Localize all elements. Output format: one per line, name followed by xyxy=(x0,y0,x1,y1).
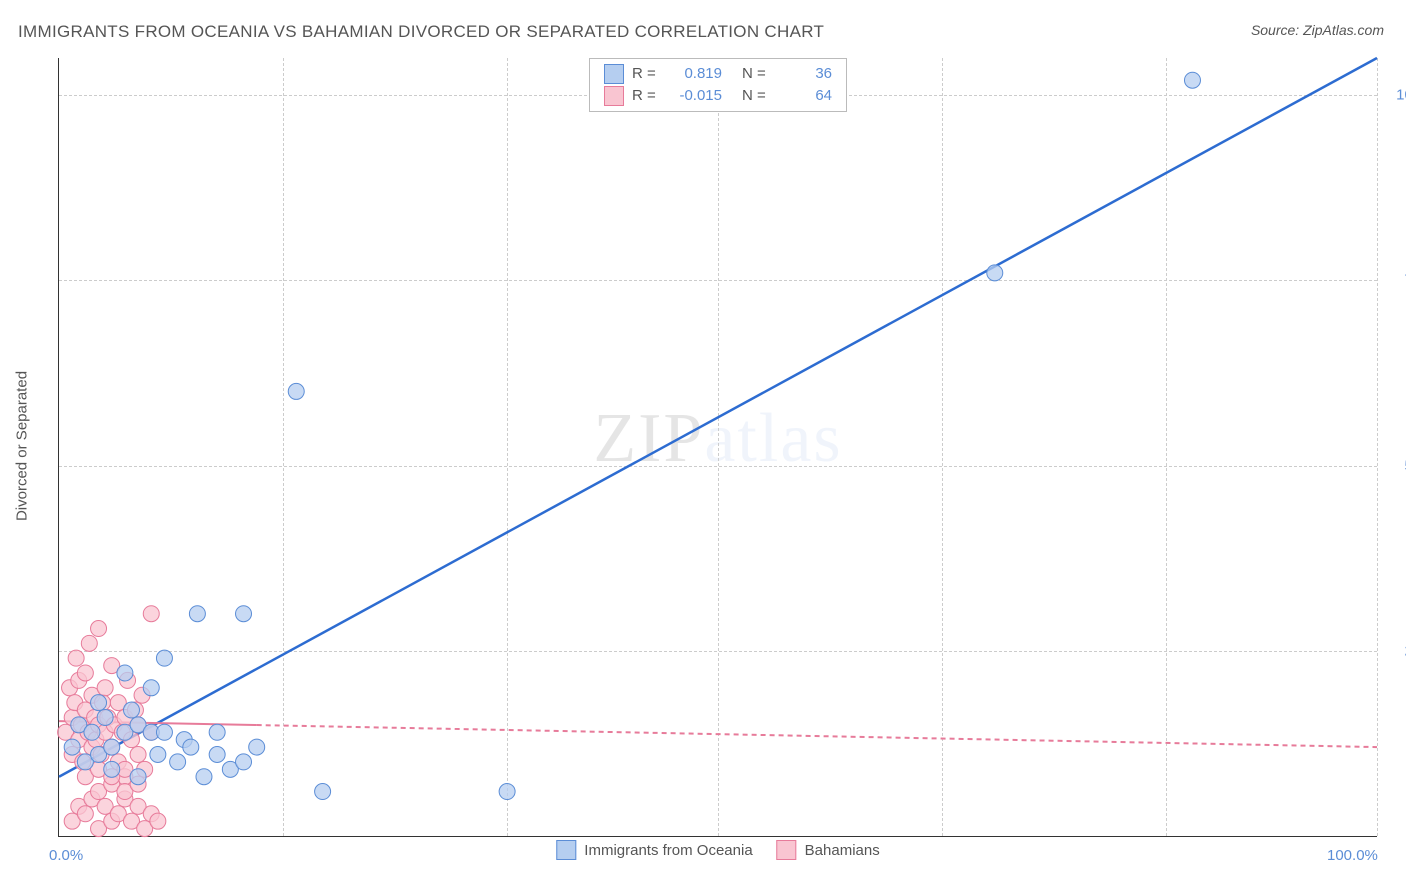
plot-area: ZIPatlas R = 0.819 N = 36 R = -0.015 N =… xyxy=(58,58,1377,837)
legend-label-series1: Immigrants from Oceania xyxy=(584,842,752,859)
legend-label-series2: Bahamians xyxy=(805,842,880,859)
legend-row-series2: R = -0.015 N = 64 xyxy=(604,85,832,107)
swatch-series2 xyxy=(777,840,797,860)
n-label: N = xyxy=(742,85,774,107)
swatch-series1 xyxy=(556,840,576,860)
source-value: ZipAtlas.com xyxy=(1303,22,1384,38)
legend-correlation: R = 0.819 N = 36 R = -0.015 N = 64 xyxy=(589,58,847,112)
r-value-series2: -0.015 xyxy=(672,85,722,107)
legend-series: Immigrants from Oceania Bahamians xyxy=(556,840,879,860)
source-credit: Source: ZipAtlas.com xyxy=(1251,22,1384,38)
chart-title: IMMIGRANTS FROM OCEANIA VS BAHAMIAN DIVO… xyxy=(18,22,824,42)
legend-item-series2: Bahamians xyxy=(777,840,880,860)
swatch-series1 xyxy=(604,64,624,84)
r-value-series1: 0.819 xyxy=(672,63,722,85)
legend-item-series1: Immigrants from Oceania xyxy=(556,840,752,860)
r-label: R = xyxy=(632,63,664,85)
y-axis-label: Divorced or Separated xyxy=(14,371,31,521)
n-value-series2: 64 xyxy=(782,85,832,107)
plot-svg xyxy=(59,58,1377,836)
n-value-series1: 36 xyxy=(782,63,832,85)
source-label: Source: xyxy=(1251,22,1303,38)
legend-row-series1: R = 0.819 N = 36 xyxy=(604,63,832,85)
n-label: N = xyxy=(742,63,774,85)
swatch-series2 xyxy=(604,86,624,106)
r-label: R = xyxy=(632,85,664,107)
